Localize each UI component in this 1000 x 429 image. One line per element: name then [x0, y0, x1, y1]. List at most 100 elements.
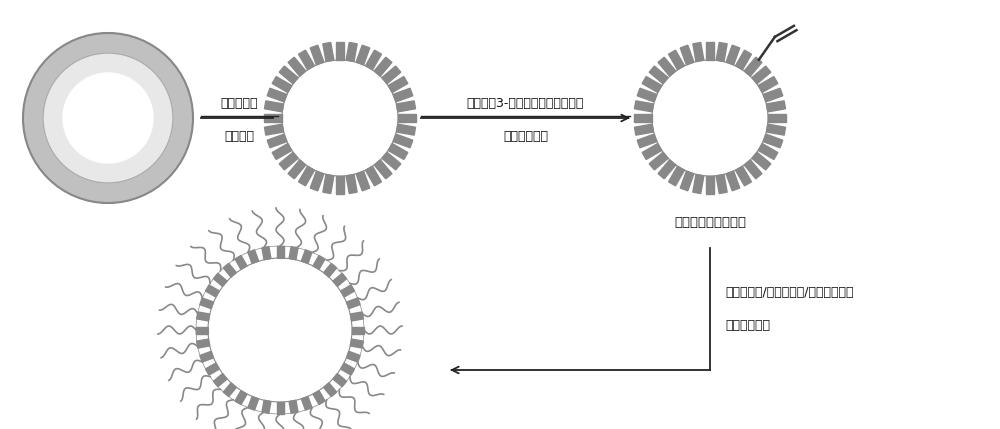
Polygon shape: [642, 144, 662, 160]
Polygon shape: [264, 101, 284, 112]
Circle shape: [210, 260, 350, 400]
Polygon shape: [752, 66, 771, 84]
Polygon shape: [262, 247, 271, 260]
Polygon shape: [279, 66, 298, 84]
Polygon shape: [323, 175, 334, 193]
Polygon shape: [276, 402, 284, 414]
Polygon shape: [693, 42, 704, 62]
Polygon shape: [235, 390, 247, 405]
Polygon shape: [396, 101, 416, 112]
Polygon shape: [352, 326, 364, 333]
Polygon shape: [264, 114, 282, 122]
Polygon shape: [382, 152, 401, 170]
Circle shape: [208, 258, 352, 402]
Polygon shape: [346, 298, 360, 308]
Polygon shape: [637, 88, 657, 102]
Polygon shape: [350, 312, 363, 321]
Polygon shape: [299, 50, 314, 70]
Polygon shape: [758, 144, 778, 160]
Circle shape: [23, 33, 193, 203]
Polygon shape: [200, 351, 214, 362]
Polygon shape: [346, 42, 357, 62]
Polygon shape: [336, 42, 344, 60]
Polygon shape: [726, 171, 740, 191]
Polygon shape: [374, 57, 392, 76]
Polygon shape: [716, 175, 727, 193]
Circle shape: [63, 73, 153, 163]
Text: 面活性剂: 面活性剂: [224, 130, 254, 143]
Polygon shape: [736, 50, 751, 70]
Polygon shape: [726, 45, 740, 65]
Polygon shape: [388, 76, 408, 93]
Polygon shape: [341, 363, 354, 375]
Polygon shape: [313, 390, 325, 405]
Polygon shape: [248, 396, 259, 410]
Polygon shape: [206, 363, 219, 375]
Text: 丙基丙烯酸酯: 丙基丙烯酸酯: [503, 130, 548, 143]
Polygon shape: [197, 339, 210, 348]
Polygon shape: [223, 263, 236, 277]
Polygon shape: [649, 66, 668, 84]
Polygon shape: [279, 152, 298, 170]
Polygon shape: [346, 351, 360, 362]
Polygon shape: [669, 166, 684, 186]
Polygon shape: [658, 160, 676, 179]
Polygon shape: [366, 166, 381, 186]
Polygon shape: [356, 45, 370, 65]
Polygon shape: [744, 160, 762, 179]
Polygon shape: [267, 134, 287, 148]
Polygon shape: [301, 250, 312, 263]
Polygon shape: [744, 57, 762, 76]
Text: 表面接枝3-（三甲氧基甲硅烷基）: 表面接枝3-（三甲氧基甲硅烷基）: [467, 97, 584, 110]
Polygon shape: [313, 256, 325, 269]
Polygon shape: [752, 152, 771, 170]
Text: 功能性单体/二乙烯基苯/偶氮二异丁腈: 功能性单体/二乙烯基苯/偶氮二异丁腈: [725, 286, 854, 299]
Polygon shape: [301, 396, 312, 410]
Polygon shape: [680, 171, 694, 191]
Polygon shape: [758, 76, 778, 93]
Polygon shape: [642, 76, 662, 93]
Text: 蒸馏沉淀聚合: 蒸馏沉淀聚合: [725, 319, 770, 332]
Polygon shape: [393, 134, 413, 148]
Circle shape: [652, 60, 768, 176]
Polygon shape: [396, 124, 416, 135]
Polygon shape: [634, 101, 654, 112]
Polygon shape: [382, 66, 401, 84]
Polygon shape: [706, 42, 714, 60]
Text: 乙烯化介孔二氧化硅: 乙烯化介孔二氧化硅: [674, 216, 746, 229]
Polygon shape: [374, 160, 392, 179]
Polygon shape: [276, 246, 284, 258]
Polygon shape: [346, 175, 357, 193]
Polygon shape: [658, 57, 676, 76]
Polygon shape: [197, 312, 210, 321]
Polygon shape: [213, 273, 227, 287]
Polygon shape: [350, 339, 363, 348]
Polygon shape: [333, 273, 347, 287]
Polygon shape: [264, 124, 284, 135]
Polygon shape: [763, 134, 783, 148]
Polygon shape: [393, 88, 413, 102]
Polygon shape: [649, 152, 668, 170]
Polygon shape: [716, 42, 727, 62]
Polygon shape: [289, 400, 298, 413]
Polygon shape: [637, 134, 657, 148]
Polygon shape: [267, 88, 287, 102]
Polygon shape: [736, 166, 751, 186]
Polygon shape: [398, 114, 416, 122]
Polygon shape: [213, 374, 227, 387]
Polygon shape: [310, 45, 324, 65]
Polygon shape: [336, 176, 344, 194]
Polygon shape: [366, 50, 381, 70]
Polygon shape: [333, 374, 347, 387]
Polygon shape: [272, 76, 292, 93]
Circle shape: [43, 53, 173, 183]
Polygon shape: [288, 57, 306, 76]
Polygon shape: [200, 298, 214, 308]
Polygon shape: [768, 114, 786, 122]
Polygon shape: [763, 88, 783, 102]
Polygon shape: [766, 124, 786, 135]
Polygon shape: [341, 285, 354, 297]
Circle shape: [282, 60, 398, 176]
Polygon shape: [693, 175, 704, 193]
Polygon shape: [196, 326, 208, 333]
